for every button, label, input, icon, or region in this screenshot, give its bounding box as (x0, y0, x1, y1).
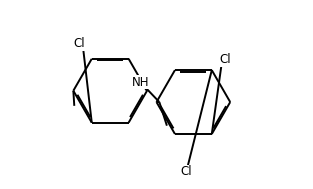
Text: Cl: Cl (73, 37, 85, 50)
Text: Cl: Cl (180, 166, 192, 178)
Text: Cl: Cl (220, 53, 231, 66)
Text: NH: NH (132, 76, 149, 89)
